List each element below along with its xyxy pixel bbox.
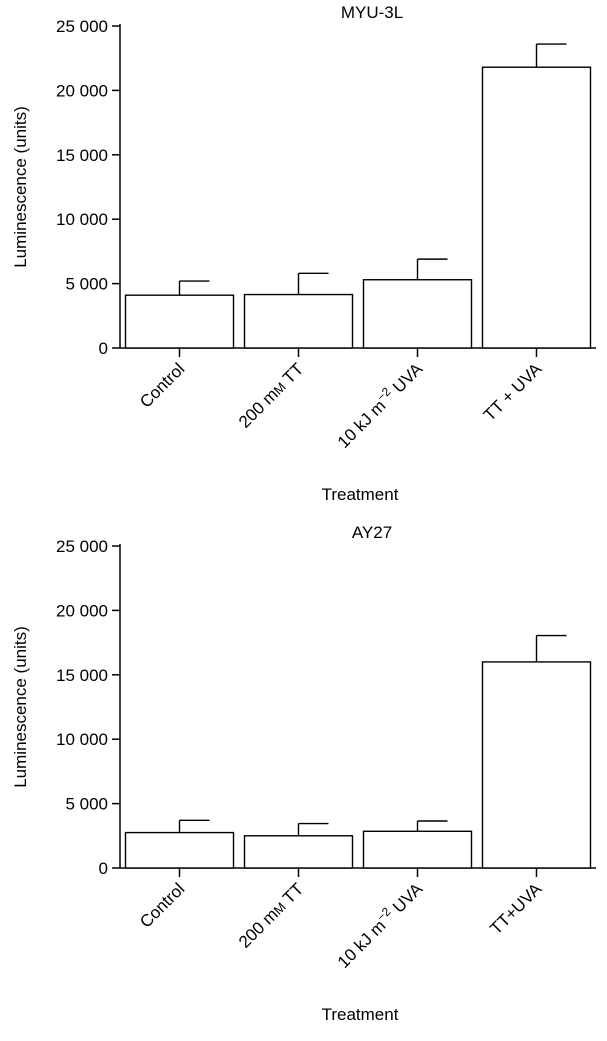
y-tick-label: 20 000 [56, 601, 108, 620]
chart-ay27: AY27 0 5 000 10 000 15 000 20 000 25 000 Lumine… [11, 523, 596, 1024]
y-tick-label: 25 000 [56, 537, 108, 556]
bar [362, 279, 473, 349]
x-tick-label: 200 mM TT [235, 359, 307, 431]
x-axis-title: Treatment [322, 485, 399, 504]
y-tick-label: 5 000 [65, 795, 108, 814]
x-axis-title: Treatment [322, 1005, 399, 1024]
y-tick-label: 0 [99, 859, 108, 878]
x-tick-label-part: UVA [386, 359, 427, 400]
x-tick-label-part: 10 kJ m [334, 916, 390, 972]
bar [481, 661, 592, 869]
y-tick-label: 25 000 [56, 17, 108, 36]
bar [362, 830, 473, 869]
x-tick-label: Control [136, 359, 188, 411]
bar [124, 831, 235, 869]
bar [481, 66, 592, 349]
y-tick-label: 20 000 [56, 81, 108, 100]
bar [124, 294, 235, 349]
bar [243, 835, 354, 869]
y-tick-label: 5 000 [65, 275, 108, 294]
y-tick-label: 15 000 [56, 146, 108, 165]
x-tick-label: 10 kJ m−2 UVA [332, 357, 427, 452]
y-tick-label: 15 000 [56, 666, 108, 685]
chart-myu-3l: MYU-3L 0 5 000 10 000 15 000 20 000 25 000 Lumi… [11, 3, 596, 504]
x-tick-label-part: 10 kJ m [334, 396, 390, 452]
y-axis-title: Luminescence (units) [11, 626, 30, 788]
x-tick-label-part: UVA [386, 879, 427, 920]
y-tick-label: 10 000 [56, 730, 108, 749]
x-tick-label: 10 kJ m−2 UVA [332, 877, 427, 972]
y-axis-title: Luminescence (units) [11, 106, 30, 268]
x-tick-label: 200 mM TT [235, 879, 307, 951]
x-tick-label: TT + UVA [480, 359, 546, 425]
chart-title: MYU-3L [341, 3, 403, 22]
x-tick-label: TT+UVA [486, 879, 545, 938]
y-tick-label: 10 000 [56, 210, 108, 229]
bar [243, 293, 354, 349]
y-tick-label: 0 [99, 339, 108, 358]
x-tick-label: Control [136, 879, 188, 931]
chart-title: AY27 [352, 523, 392, 542]
